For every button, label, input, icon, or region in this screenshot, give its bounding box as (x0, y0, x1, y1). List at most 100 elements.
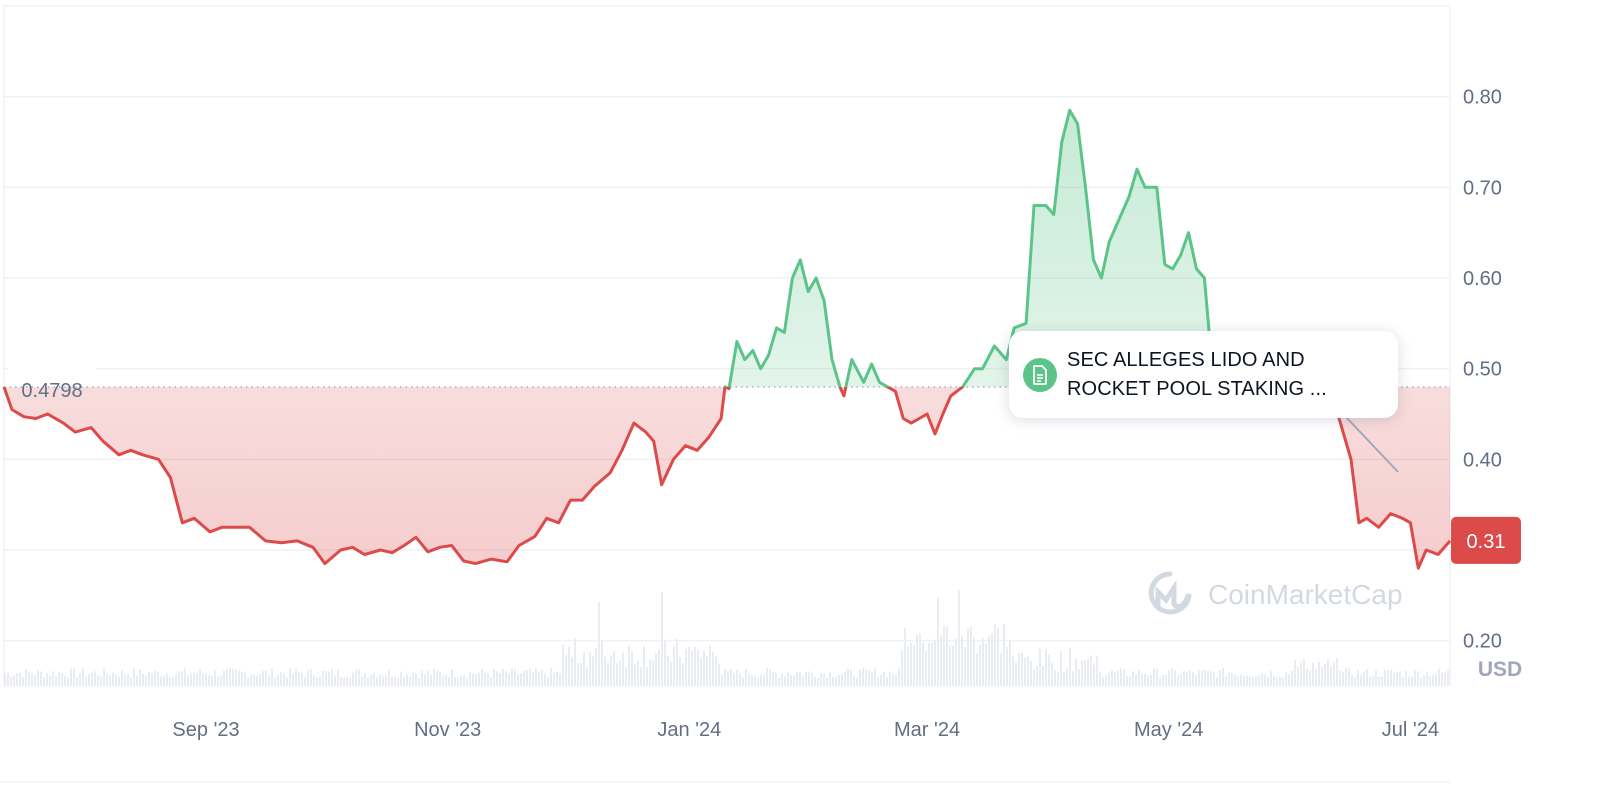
volume-bar (631, 651, 633, 686)
volume-bar (685, 649, 687, 686)
volume-bar (322, 670, 324, 686)
volume-bar (160, 676, 162, 686)
price-point (35, 418, 37, 420)
y-tick-label: 0.40 (1463, 449, 1502, 471)
price-point (340, 549, 342, 551)
volume-bar (1318, 662, 1320, 686)
volume-bar (1042, 666, 1044, 686)
price-point (1144, 187, 1146, 189)
volume-bar (22, 677, 24, 686)
price-point (902, 418, 904, 420)
volume-bar (769, 669, 771, 686)
volume-bar (463, 674, 465, 686)
volume-bar (430, 674, 432, 686)
volume-bar (1150, 674, 1152, 686)
volume-bar (472, 673, 474, 686)
price-point (296, 540, 298, 542)
volume-bar (697, 649, 699, 686)
price-point (609, 472, 611, 474)
volume-bar (940, 635, 942, 686)
news-event-card[interactable]: SEC ALLEGES LIDO AND ROCKET POOL STAKING… (1009, 331, 1398, 418)
volume-bar (1348, 668, 1350, 686)
volume-bar (1099, 671, 1101, 686)
volume-bar (790, 674, 792, 686)
volume-bar (805, 672, 807, 686)
price-point (181, 522, 183, 524)
volume-bar (259, 674, 261, 686)
volume-bar (217, 676, 219, 686)
volume-bar (1390, 669, 1392, 686)
current-price-value: 0.31 (1467, 531, 1506, 553)
volume-bar (112, 672, 114, 686)
price-point (558, 522, 560, 524)
volume-bar (547, 677, 549, 686)
price-point (463, 560, 465, 562)
volume-bar (349, 677, 351, 686)
volume-bar (385, 675, 387, 686)
volume-bar (1084, 660, 1086, 686)
volume-bar (658, 649, 660, 686)
price-point (1196, 268, 1198, 270)
volume-bar (730, 668, 732, 686)
price-point (696, 449, 698, 451)
volume-bar (88, 673, 90, 686)
volume-bar (397, 677, 399, 686)
volume-bar (151, 673, 153, 686)
volume-bar (883, 671, 885, 686)
price-point (744, 359, 746, 361)
price-point (570, 499, 572, 501)
volume-bar (223, 670, 225, 686)
volume-bar (1417, 671, 1419, 686)
volume-bar (346, 677, 348, 686)
currency-label: USD (1478, 658, 1522, 681)
price-point (265, 540, 267, 542)
price-point (792, 277, 794, 279)
coinmarketcap-watermark: CoinMarketCap (1148, 571, 1403, 615)
volume-bar (718, 663, 720, 686)
volume-bar (598, 602, 600, 686)
volume-bar (901, 650, 903, 686)
volume-bar (832, 677, 834, 686)
volume-bar (409, 676, 411, 686)
volume-bar (85, 676, 87, 686)
volume-bar (1168, 669, 1170, 686)
price-point (1120, 214, 1122, 216)
volume-bar (1243, 675, 1245, 686)
volume-bar (1276, 677, 1278, 686)
volume-bar (1075, 658, 1077, 686)
volume-bar (532, 672, 534, 686)
volume-bar (1117, 670, 1119, 686)
price-point (380, 549, 382, 551)
coinmarketcap-logo-icon (1148, 571, 1192, 615)
volume-bar (1210, 671, 1212, 686)
volume-bar (1399, 671, 1401, 686)
volume-bar (181, 671, 183, 686)
volume-bar (670, 661, 672, 686)
volume-bar (850, 669, 852, 686)
volume-bar (664, 639, 666, 686)
price-point (843, 395, 845, 397)
price-point (1045, 205, 1047, 207)
volume-bar (1195, 675, 1197, 686)
price-point (582, 499, 584, 501)
x-tick-label: Mar '24 (894, 719, 960, 741)
price-point (415, 537, 417, 539)
volume-bar (58, 672, 60, 686)
x-axis: Sep '23 Nov '23 Jan '24 Mar '24 May '24 Jul '… (172, 719, 1439, 741)
price-area-below (4, 386, 1450, 569)
volume-bar (1219, 670, 1221, 686)
volume-bar (343, 677, 345, 686)
price-point (895, 391, 897, 393)
volume-bar (1345, 668, 1347, 686)
volume-bar (1396, 672, 1398, 686)
volume-bar (373, 673, 375, 686)
volume-bar (304, 676, 306, 686)
volume-bar (754, 675, 756, 686)
volume-bar (634, 664, 636, 686)
volume-bar (793, 675, 795, 686)
volume-bar (772, 671, 774, 686)
volume-bar (895, 675, 897, 686)
volume-bar (28, 672, 30, 686)
volume-bar (811, 673, 813, 686)
